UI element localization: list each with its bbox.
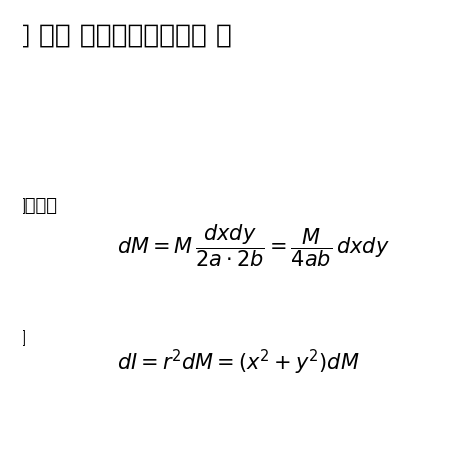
Text: $dM = M\,\dfrac{dxdy}{2a \cdot 2b} = \dfrac{M}{4ab}\,dxdy$: $dM = M\,\dfrac{dxdy}{2a \cdot 2b} = \df… bbox=[117, 222, 389, 268]
Text: 年 筑波 工学システム学類 物: 年 筑波 工学システム学類 物 bbox=[14, 22, 232, 48]
Text: は: は bbox=[14, 329, 25, 347]
Text: とすると: とすると bbox=[14, 196, 57, 214]
Text: $dI = r^2 dM = (x^2 + y^2)dM$: $dI = r^2 dM = (x^2 + y^2)dM$ bbox=[117, 347, 359, 376]
